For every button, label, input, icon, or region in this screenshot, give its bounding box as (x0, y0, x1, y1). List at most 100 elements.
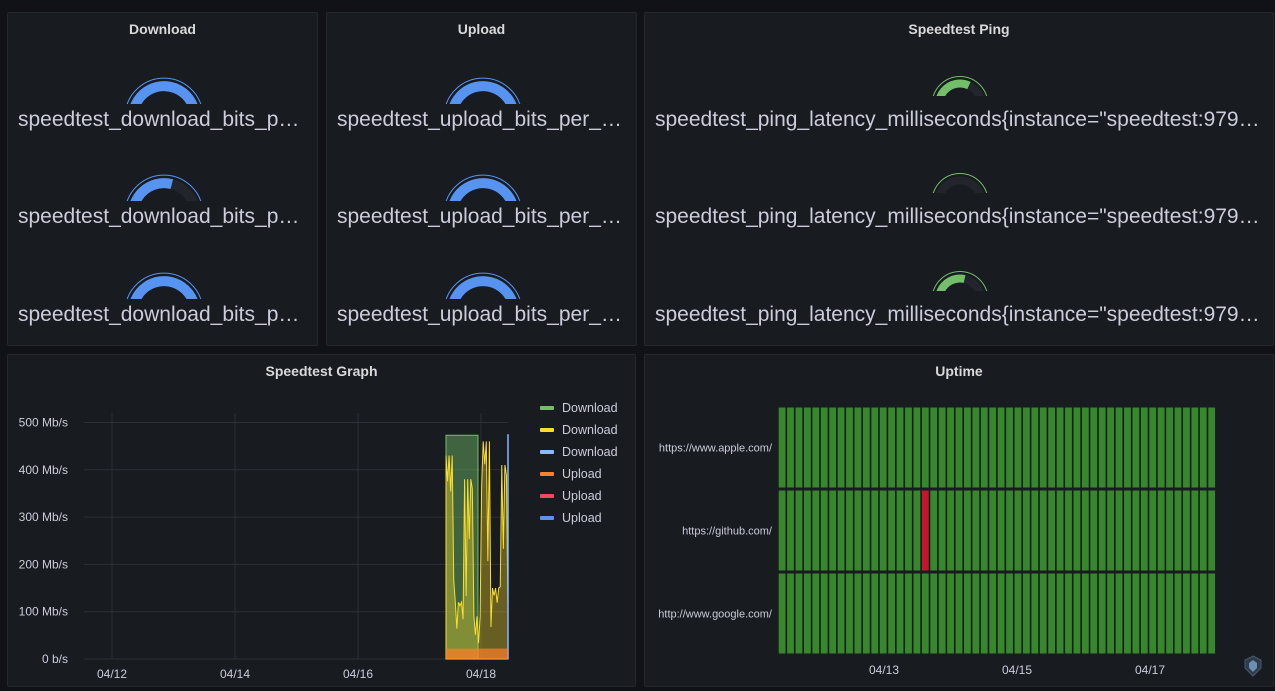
uptime-cell-up[interactable] (997, 407, 1005, 488)
uptime-cell-up[interactable] (862, 490, 870, 571)
uptime-cell-up[interactable] (1199, 407, 1207, 488)
uptime-cell-up[interactable] (1006, 573, 1013, 654)
uptime-cell-up[interactable] (964, 490, 971, 571)
uptime-cell-up[interactable] (1166, 573, 1173, 654)
uptime-cell-up[interactable] (997, 573, 1005, 654)
uptime-cell-up[interactable] (1073, 490, 1081, 571)
uptime-cell-up[interactable] (879, 407, 887, 488)
uptime-cell-up[interactable] (1090, 573, 1098, 654)
uptime-cell-up[interactable] (803, 573, 811, 654)
uptime-cell-up[interactable] (1149, 490, 1157, 571)
uptime-cell-up[interactable] (795, 407, 803, 488)
uptime-cell-up[interactable] (1090, 407, 1098, 488)
uptime-cell-up[interactable] (972, 573, 980, 654)
uptime-cell-up[interactable] (989, 573, 997, 654)
uptime-cell-up[interactable] (854, 573, 862, 654)
uptime-cell-down[interactable] (921, 490, 929, 571)
uptime-cell-up[interactable] (1140, 573, 1148, 654)
uptime-cell-up[interactable] (1191, 490, 1199, 571)
uptime-cell-up[interactable] (930, 573, 938, 654)
uptime-cell-up[interactable] (905, 407, 912, 488)
uptime-cell-up[interactable] (1048, 490, 1056, 571)
uptime-cell-up[interactable] (947, 490, 954, 571)
uptime-cell-up[interactable] (1081, 407, 1089, 488)
uptime-cell-up[interactable] (1098, 573, 1106, 654)
legend-item[interactable]: Upload (540, 463, 618, 485)
uptime-cell-up[interactable] (829, 573, 837, 654)
uptime-cell-up[interactable] (1149, 573, 1157, 654)
uptime-cell-up[interactable] (1174, 490, 1182, 571)
uptime-cell-up[interactable] (1031, 490, 1039, 571)
uptime-cell-up[interactable] (947, 407, 954, 488)
uptime-cell-up[interactable] (972, 407, 980, 488)
uptime-cell-up[interactable] (1022, 490, 1030, 571)
uptime-cell-up[interactable] (812, 573, 820, 654)
uptime-cell-up[interactable] (938, 490, 946, 571)
gauge-dial[interactable]: 279 Mb/s (124, 155, 204, 201)
uptime-cell-up[interactable] (1039, 573, 1047, 654)
uptime-cell-up[interactable] (913, 407, 921, 488)
uptime-cell-up[interactable] (1039, 407, 1047, 488)
gauge-dial[interactable]: 474 Mb/s (124, 58, 204, 104)
uptime-cell-up[interactable] (787, 407, 794, 488)
uptime-cell-up[interactable] (812, 490, 820, 571)
uptime-cell-up[interactable] (871, 573, 879, 654)
uptime-cell-up[interactable] (1048, 407, 1056, 488)
legend-item[interactable]: Upload (540, 485, 618, 507)
uptime-cell-up[interactable] (913, 573, 921, 654)
uptime-cell-up[interactable] (997, 490, 1005, 571)
uptime-cell-up[interactable] (1199, 490, 1207, 571)
uptime-cell-up[interactable] (795, 573, 803, 654)
uptime-cell-up[interactable] (989, 407, 997, 488)
uptime-cell-up[interactable] (1081, 490, 1089, 571)
uptime-cell-up[interactable] (1098, 490, 1106, 571)
uptime-cell-up[interactable] (837, 490, 845, 571)
uptime-cell-up[interactable] (1157, 573, 1165, 654)
uptime-cell-up[interactable] (1022, 407, 1030, 488)
uptime-chart[interactable]: https://www.apple.com/https://github.com… (645, 355, 1275, 688)
uptime-cell-up[interactable] (1124, 573, 1131, 654)
uptime-cell-up[interactable] (980, 407, 988, 488)
uptime-cell-up[interactable] (1081, 573, 1089, 654)
uptime-cell-up[interactable] (1208, 407, 1216, 488)
uptime-cell-up[interactable] (938, 573, 946, 654)
uptime-cell-up[interactable] (896, 407, 904, 488)
uptime-cell-up[interactable] (846, 490, 853, 571)
panel-title[interactable]: Speedtest Ping (908, 21, 1010, 37)
uptime-cell-up[interactable] (778, 573, 786, 654)
uptime-cell-up[interactable] (812, 407, 820, 488)
uptime-cell-up[interactable] (913, 490, 921, 571)
uptime-cell-up[interactable] (854, 490, 862, 571)
uptime-cell-up[interactable] (1098, 407, 1106, 488)
gauge-dial[interactable]: 22.3 Mb/s (443, 58, 523, 104)
uptime-cell-up[interactable] (1174, 407, 1182, 488)
uptime-cell-up[interactable] (888, 490, 896, 571)
uptime-cell-up[interactable] (879, 490, 887, 571)
uptime-cell-up[interactable] (1014, 573, 1022, 654)
uptime-cell-up[interactable] (921, 573, 929, 654)
panel-title[interactable]: Download (129, 21, 196, 37)
uptime-cell-up[interactable] (1132, 573, 1140, 654)
uptime-cell-up[interactable] (1132, 490, 1140, 571)
uptime-cell-up[interactable] (803, 490, 811, 571)
uptime-cell-up[interactable] (803, 407, 811, 488)
uptime-cell-up[interactable] (896, 573, 904, 654)
uptime-cell-up[interactable] (955, 490, 963, 571)
uptime-cell-up[interactable] (871, 490, 879, 571)
uptime-cell-up[interactable] (947, 573, 954, 654)
uptime-cell-up[interactable] (1115, 407, 1123, 488)
uptime-cell-up[interactable] (1124, 490, 1131, 571)
uptime-cell-up[interactable] (964, 573, 971, 654)
uptime-cell-up[interactable] (1140, 490, 1148, 571)
uptime-cell-up[interactable] (1065, 490, 1072, 571)
uptime-cell-up[interactable] (1031, 573, 1039, 654)
uptime-cell-up[interactable] (820, 407, 828, 488)
uptime-cell-up[interactable] (1208, 490, 1216, 571)
uptime-cell-up[interactable] (896, 490, 904, 571)
uptime-cell-up[interactable] (778, 490, 786, 571)
uptime-cell-up[interactable] (905, 490, 912, 571)
uptime-cell-up[interactable] (1166, 407, 1173, 488)
uptime-cell-up[interactable] (989, 490, 997, 571)
uptime-cell-up[interactable] (829, 407, 837, 488)
panel-title[interactable]: Upload (457, 21, 506, 37)
